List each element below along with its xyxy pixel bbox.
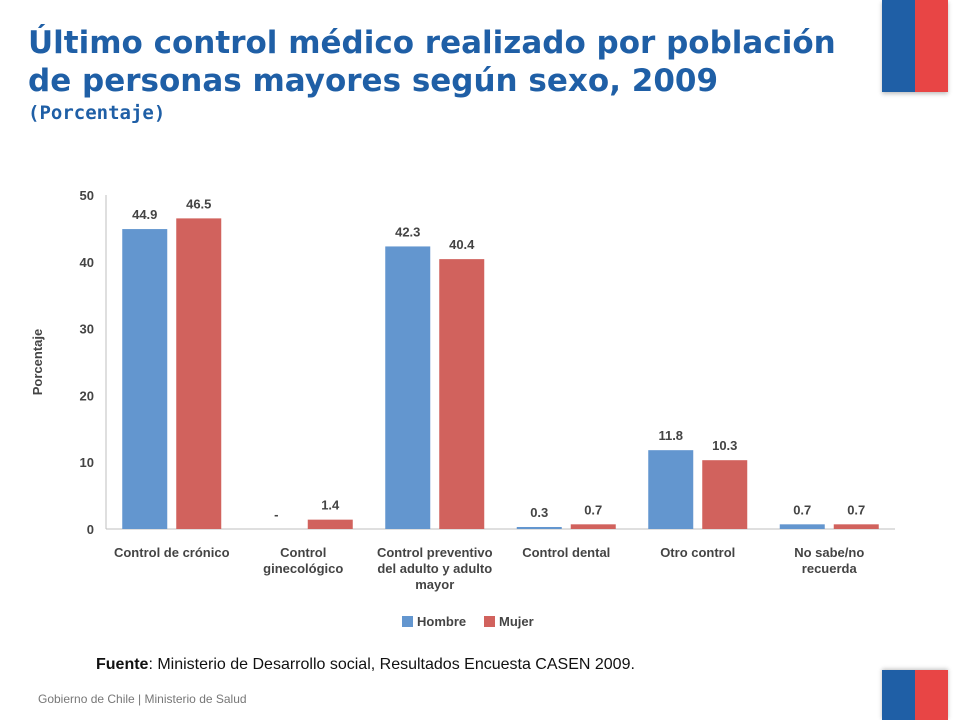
bar-hombre: [779, 524, 825, 529]
data-label: 0.7: [847, 502, 865, 517]
y-tick-label: 0: [87, 522, 94, 537]
x-tick-label: Control: [280, 545, 326, 560]
source-note: Fuente: Ministerio de Desarrollo social,…: [96, 653, 636, 676]
source-label: Fuente: [96, 656, 149, 673]
y-tick-label: 50: [80, 188, 94, 203]
data-label: -: [274, 507, 278, 522]
bar-mujer: [833, 524, 879, 529]
bar-hombre: [648, 450, 694, 529]
legend-swatch: [484, 616, 495, 627]
x-tick-label: Control dental: [522, 545, 610, 560]
flag-icon-bottom: [882, 670, 948, 720]
y-tick-label: 40: [80, 255, 94, 270]
x-tick-label: Control de crónico: [114, 545, 230, 560]
x-tick-label: ginecológico: [263, 561, 343, 576]
data-label: 44.9: [132, 207, 157, 222]
page-title: Último control médico realizado por pobl…: [28, 25, 836, 99]
bar-hombre: [385, 246, 431, 529]
data-label: 46.5: [186, 196, 211, 211]
x-tick-label: mayor: [415, 577, 454, 592]
data-label: 0.7: [793, 502, 811, 517]
flag-icon: [882, 0, 948, 92]
legend-label: Mujer: [499, 614, 534, 629]
x-tick-label: del adulto y adulto: [377, 561, 492, 576]
footer-text: Gobierno de Chile | Ministerio de Salud: [38, 692, 247, 706]
x-tick-label: Otro control: [660, 545, 735, 560]
data-label: 42.3: [395, 224, 420, 239]
y-axis-label: Porcentaje: [30, 329, 45, 395]
bar-mujer: [176, 218, 222, 529]
data-label: 0.7: [584, 502, 602, 517]
bar-mujer: [702, 460, 748, 529]
bar-chart: 0 10 20 30 40 50 Porcentaje 44.9 46.5 Control de …: [30, 188, 895, 629]
x-tick-label: Control preventivo: [377, 545, 493, 560]
legend-label: Hombre: [417, 614, 466, 629]
y-tick-label: 30: [80, 322, 94, 337]
data-label: 40.4: [449, 237, 475, 252]
data-label: 10.3: [712, 438, 737, 453]
legend-swatch: [402, 616, 413, 627]
page-subtitle: (Porcentaje): [28, 102, 166, 124]
data-label: 11.8: [658, 428, 683, 443]
bar-mujer: [439, 259, 485, 529]
y-tick-label: 10: [80, 455, 94, 470]
x-tick-label: No sabe/no: [794, 545, 864, 560]
source-text: : Ministerio de Desarrollo social, Resul…: [148, 656, 635, 673]
data-label: 0.3: [530, 505, 548, 520]
y-tick-label: 20: [80, 388, 94, 403]
bar-hombre: [516, 526, 562, 529]
bar-mujer: [307, 519, 353, 529]
x-tick-label: recuerda: [802, 561, 858, 576]
data-label: 1.4: [321, 498, 340, 513]
bar-hombre: [122, 229, 168, 529]
bar-mujer: [570, 524, 616, 529]
